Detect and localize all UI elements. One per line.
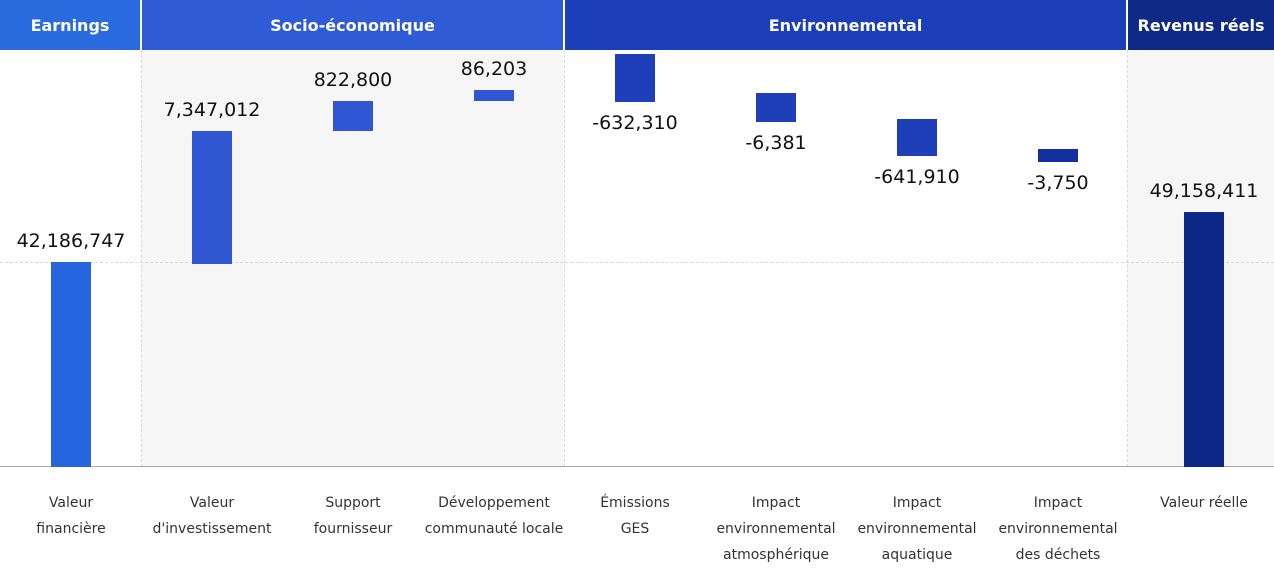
group-divider: [1127, 50, 1128, 467]
value-label-8: -3,750: [1027, 172, 1089, 194]
category-label-2: Valeur d'investissement: [132, 490, 292, 542]
value-label-7: -641,910: [874, 166, 960, 188]
group-header-earnings: Earnings: [0, 0, 140, 50]
category-label-line: Valeur réelle: [1160, 495, 1248, 511]
category-label-8: Impact environnemental des déchets: [978, 490, 1138, 568]
category-label-3: Support fournisseur: [273, 490, 433, 542]
category-label-line: financière: [36, 521, 106, 537]
category-label-line: GES: [620, 521, 650, 537]
category-label-line: aquatique: [881, 547, 953, 563]
group-divider: [141, 50, 142, 467]
category-label-line: Impact environnemental: [998, 495, 1118, 537]
bar-6: [756, 93, 796, 122]
value-label-4: 86,203: [460, 58, 528, 80]
value-label-5: -632,310: [592, 112, 678, 134]
category-label-7: Impact environnemental aquatique: [837, 490, 997, 568]
bar-3: [333, 101, 373, 131]
category-label-line: Développement: [438, 495, 550, 511]
category-label-line: atmosphérique: [723, 547, 829, 563]
reference-line: [0, 262, 1274, 263]
category-label-line: environnemental: [857, 521, 977, 537]
category-label-line: Émissions: [600, 495, 670, 511]
value-label-3: 822,800: [313, 69, 393, 91]
category-label-4: Développement communauté locale: [414, 490, 574, 542]
x-axis-baseline: [0, 466, 1274, 467]
category-label-6: Impact environnemental atmosphérique: [696, 490, 856, 568]
category-label-line: fournisseur: [313, 521, 393, 537]
bar-7: [897, 119, 937, 156]
group-header-revenus-reels: Revenus réels: [1128, 0, 1274, 50]
group-divider: [564, 50, 565, 467]
value-label-6: -6,381: [745, 132, 807, 154]
category-label-line: communauté locale: [424, 521, 564, 537]
bar-9: [1184, 212, 1224, 467]
category-label-line: d'investissement: [152, 521, 272, 537]
value-label-9: 49,158,411: [1149, 180, 1259, 202]
category-label-5: Émissions GES: [555, 490, 715, 542]
category-label-line: Support: [325, 495, 381, 511]
category-label-line: Valeur: [48, 495, 94, 511]
category-label-line: Valeur: [189, 495, 235, 511]
value-label-1: 42,186,747: [16, 230, 126, 252]
group-header-socio-economique: Socio-économique: [142, 0, 563, 50]
category-label-1: Valeur financière: [0, 490, 151, 542]
bar-2: [192, 131, 232, 264]
category-label-line: Impact: [892, 495, 942, 511]
bar-1: [51, 262, 91, 467]
category-label-line: Impact environnemental: [716, 495, 836, 537]
bar-4: [474, 90, 514, 101]
bar-8: [1038, 149, 1078, 162]
category-label-9: Valeur réelle: [1124, 490, 1274, 516]
value-label-2: 7,347,012: [163, 99, 261, 121]
group-header-environnemental: Environnemental: [565, 0, 1126, 50]
bar-5: [615, 54, 655, 102]
category-label-line: des déchets: [1015, 547, 1101, 563]
